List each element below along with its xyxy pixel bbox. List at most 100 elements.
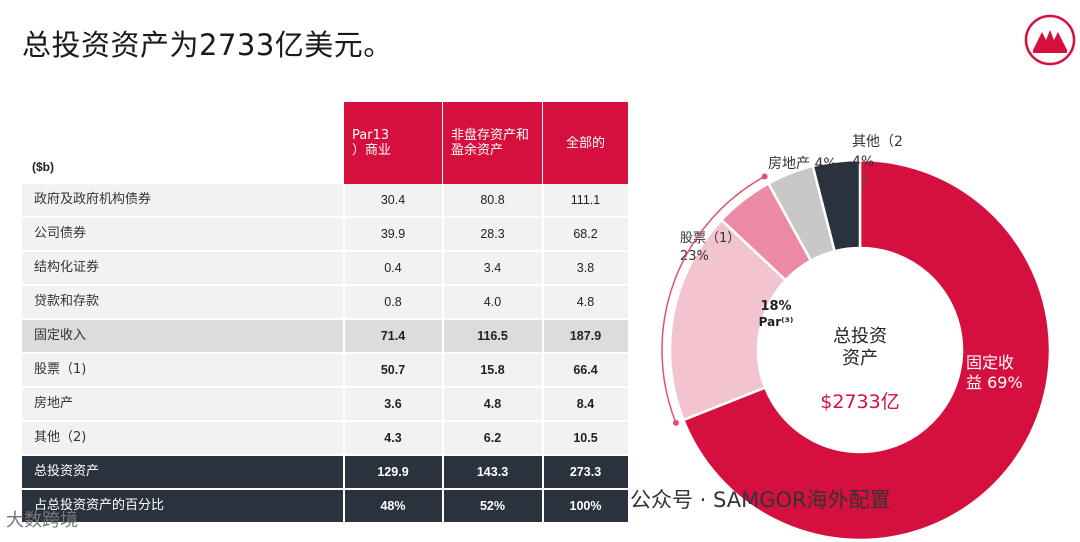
col-header-text: Par13 ）商业 xyxy=(352,128,392,158)
table-cell: 3.6 xyxy=(384,397,402,411)
col-header-par: Par13 ）商业 xyxy=(344,102,442,184)
table-cell: 3.8 xyxy=(576,261,595,275)
table-cell: 80.8 xyxy=(480,193,505,207)
slice-label-other: 其他（2 4% xyxy=(852,134,903,170)
cell-divider xyxy=(542,252,544,284)
table-cell: 39.9 xyxy=(380,227,406,241)
investment-table: ($b) Par13 ）商业 非盘存资产和盈余资产 全部的 政府及政府机构债券 3… xyxy=(22,102,628,524)
watermark-2: 大数跨境 xyxy=(6,510,78,531)
table-cell: 4.8 xyxy=(576,295,595,309)
table-row: 贷款和存款 0.8 4.0 4.8 xyxy=(22,286,628,320)
cell-divider xyxy=(343,184,345,216)
table-cell: 3.4 xyxy=(483,261,502,275)
col-header-total: 全部的 xyxy=(543,102,628,184)
table-header: ($b) Par13 ）商业 非盘存资产和盈余资产 全部的 xyxy=(22,102,628,184)
col-header-text: 非盘存资产和盈余资产 xyxy=(451,128,530,158)
cell-divider xyxy=(343,456,345,488)
table-cell: 116.5 xyxy=(477,329,508,343)
table-row: 总投资资产 129.9 143.3 273.3 xyxy=(22,456,628,490)
table-cell: 6.2 xyxy=(483,431,502,445)
leader-line xyxy=(861,173,867,191)
cell-divider xyxy=(542,354,544,386)
cell-divider xyxy=(542,388,544,420)
row-label: 公司债券 xyxy=(34,226,87,241)
cell-divider xyxy=(542,184,544,216)
row-label: 股票（1) xyxy=(34,362,87,377)
pie-slice xyxy=(681,158,1052,542)
row-label: 总投资资产 xyxy=(34,464,100,479)
table-row: 固定收入 71.4 116.5 187.9 xyxy=(22,320,628,354)
table-cell: 273.3 xyxy=(569,465,602,479)
cell-divider xyxy=(542,218,544,250)
bracket-dot xyxy=(761,173,768,180)
cell-divider xyxy=(442,286,444,318)
cell-divider xyxy=(343,354,345,386)
table-row: 其他（2) 4.3 6.2 10.5 xyxy=(22,422,628,456)
row-label: 占总投资资产的百分比 xyxy=(34,498,165,513)
slice-label-par-sub: Par⁽³⁾ xyxy=(759,315,794,329)
table-cell: 187.9 xyxy=(569,329,602,343)
table-row: 结构化证券 0.4 3.4 3.8 xyxy=(22,252,628,286)
table-cell: 100% xyxy=(569,499,602,513)
asset-donut-chart: 总投资资产 $2733亿 固定收益 69% 18%Par⁽³⁾ 房地产 4% 其他（2 4%… xyxy=(661,134,1052,542)
table-cell: 4.8 xyxy=(483,397,502,411)
table-cell: 0.4 xyxy=(384,261,402,275)
cell-divider xyxy=(343,388,345,420)
table-row: 公司债券 39.9 28.3 68.2 xyxy=(22,218,628,252)
cell-divider xyxy=(542,286,544,318)
table-cell: 129.9 xyxy=(377,465,409,479)
table-cell: 28.3 xyxy=(480,227,505,241)
center-label: 总投资资产 xyxy=(833,326,887,369)
table-cell: 52% xyxy=(479,499,506,513)
cell-divider xyxy=(343,252,345,284)
cell-divider xyxy=(442,422,444,454)
cell-divider xyxy=(442,184,444,216)
cell-divider xyxy=(442,320,444,352)
row-label: 其他（2) xyxy=(34,430,87,445)
slice-label-par: 18% xyxy=(760,299,791,314)
cell-divider xyxy=(442,252,444,284)
table-cell: 4.3 xyxy=(384,431,402,445)
watermark: 公众号 · SAMGOR海外配置 xyxy=(630,488,891,512)
table-cell: 111.1 xyxy=(570,193,601,207)
cell-divider xyxy=(343,422,345,454)
table-cell: 8.4 xyxy=(576,397,595,411)
cell-divider xyxy=(542,456,544,488)
page-title: 总投资资产为2733亿美元。 xyxy=(22,28,393,62)
row-label: 结构化证券 xyxy=(34,260,100,275)
row-label: 固定收入 xyxy=(34,328,87,343)
unit-label: ($b) xyxy=(32,160,54,174)
slice-label-fixed-income: 固定收益 69% xyxy=(966,353,1023,392)
table-cell: 68.2 xyxy=(573,227,598,241)
row-label: 政府及政府机构债券 xyxy=(34,192,152,207)
center-value: $2733亿 xyxy=(820,391,899,413)
cell-divider xyxy=(442,218,444,250)
pie-slice xyxy=(668,218,788,422)
table-row: 股票（1) 50.7 15.8 66.4 xyxy=(22,354,628,388)
table-row: 政府及政府机构债券 30.4 80.8 111.1 xyxy=(22,184,628,218)
table-cell: 66.4 xyxy=(573,363,598,377)
table-cell: 71.4 xyxy=(380,329,406,343)
aia-logo-icon xyxy=(1024,14,1076,66)
table-cell: 30.4 xyxy=(380,193,406,207)
pie-slice xyxy=(811,158,862,253)
table-cell: 15.8 xyxy=(480,363,505,377)
table-cell: 48% xyxy=(380,499,406,513)
table-cell: 10.5 xyxy=(573,431,598,445)
row-label: 贷款和存款 xyxy=(34,294,100,309)
table-row: 占总投资资产的百分比 48% 52% 100% xyxy=(22,490,628,524)
table-cell: 50.7 xyxy=(380,363,406,377)
cell-divider xyxy=(442,388,444,420)
cell-divider xyxy=(343,218,345,250)
row-label: 房地产 xyxy=(34,396,74,411)
col-header-text: 全部的 xyxy=(565,135,605,151)
cell-divider xyxy=(442,354,444,386)
equity-bracket xyxy=(661,175,765,424)
cell-divider xyxy=(542,422,544,454)
table-cell: 4.0 xyxy=(483,295,502,309)
bracket-dot xyxy=(672,419,679,426)
cell-divider xyxy=(542,320,544,352)
table-cell: 0.8 xyxy=(384,295,402,309)
col-header-nonpar: 非盘存资产和盈余资产 xyxy=(443,102,542,184)
table-cell: 143.3 xyxy=(476,465,509,479)
